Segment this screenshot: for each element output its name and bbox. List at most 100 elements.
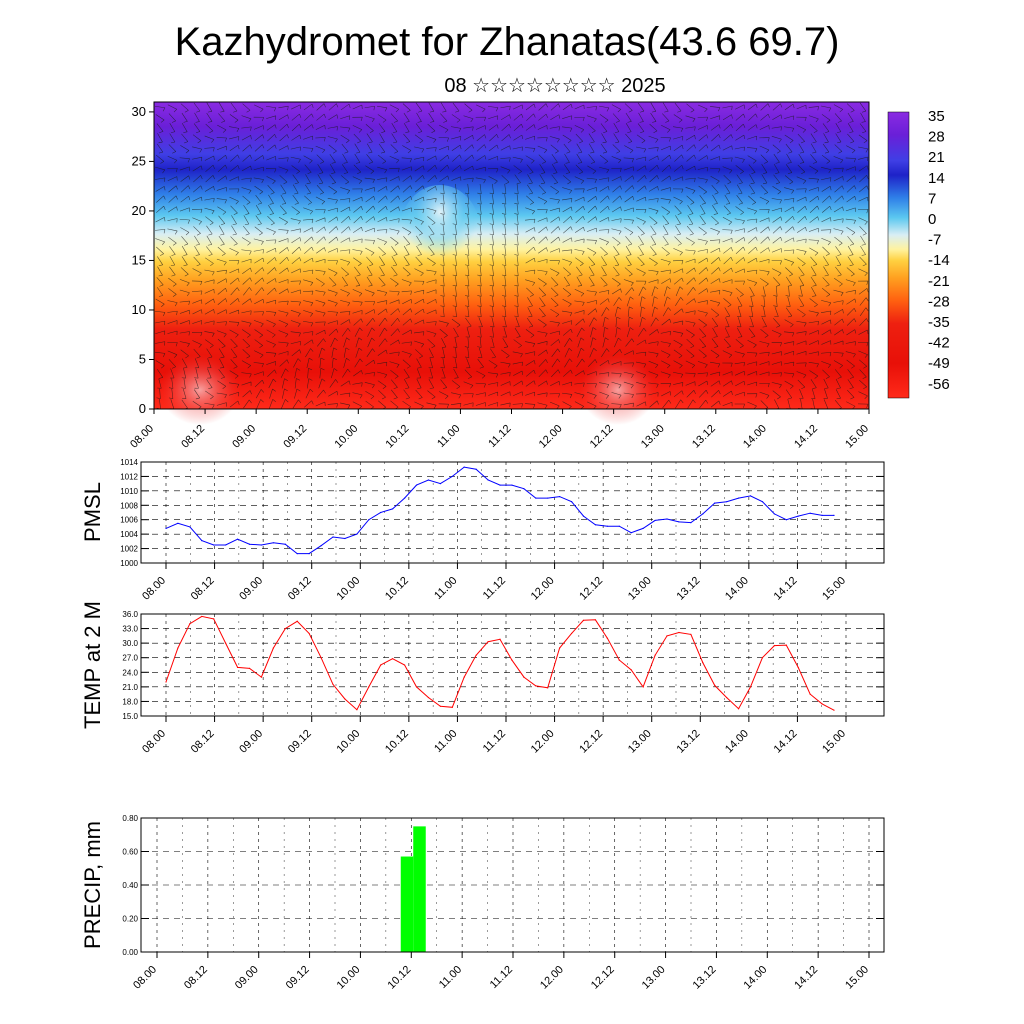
wind-barb-flag — [274, 353, 277, 358]
wind-barb-flag — [221, 120, 226, 123]
wind-barb — [455, 276, 457, 287]
wind-barb-flag — [171, 120, 176, 123]
x-tick-label: 10.00 — [335, 964, 363, 992]
wind-barb-flag — [270, 222, 275, 226]
wind-barb — [492, 204, 494, 215]
wind-barb-flag — [471, 144, 474, 149]
wind-barb — [810, 256, 818, 265]
wind-barb-flag — [260, 323, 264, 328]
wind-barb-flag — [373, 196, 376, 201]
wind-barb-flag — [731, 267, 733, 272]
wind-barb-flag — [335, 379, 339, 383]
wind-barb — [748, 236, 756, 244]
x-tick-label: 08.12 — [182, 964, 210, 992]
wind-barb — [254, 104, 264, 110]
wind-barb — [479, 204, 482, 215]
wind-barb-flag — [750, 192, 755, 195]
wind-barb-flag — [371, 118, 375, 123]
wind-barb — [504, 265, 507, 276]
wind-barb — [858, 134, 868, 141]
x-tick-label: 10.12 — [385, 964, 413, 992]
wind-barb-flag — [680, 128, 684, 132]
wind-barb-flag — [630, 282, 634, 287]
data-point — [201, 615, 203, 618]
wind-barb-flag — [221, 345, 226, 349]
wind-barb — [699, 204, 706, 214]
wind-barb — [662, 235, 669, 245]
wind-barb-flag — [248, 323, 252, 327]
wind-barb — [180, 103, 189, 111]
wind-barb — [504, 245, 507, 256]
wind-barb — [253, 249, 264, 252]
wind-barb-flag — [282, 212, 287, 215]
wind-barb — [216, 145, 227, 151]
wind-barb-flag — [471, 154, 474, 159]
wind-barb — [291, 123, 300, 132]
wind-barb-flag — [581, 358, 585, 363]
data-point — [666, 635, 668, 637]
wind-barb — [204, 331, 215, 334]
wind-barb-flag — [719, 278, 721, 283]
wind-barb-flag — [727, 181, 732, 185]
wind-barb — [391, 266, 398, 276]
wind-barb-flag — [865, 297, 869, 302]
wind-barb-flag — [514, 315, 519, 318]
wind-barb — [365, 196, 374, 203]
wind-barb — [253, 125, 264, 130]
wind-barb — [315, 145, 326, 151]
x-tick-label: 08.00 — [131, 964, 159, 992]
wind-barb-flag — [483, 179, 486, 184]
wind-barb — [710, 124, 720, 131]
wind-barb — [205, 339, 214, 346]
wind-barb — [155, 341, 165, 344]
wind-barb — [785, 164, 793, 173]
wind-barb — [662, 215, 669, 224]
wind-barb — [846, 298, 856, 305]
wind-barb-flag — [854, 175, 857, 180]
wind-barb-flag — [776, 284, 781, 287]
wind-barb — [820, 229, 832, 231]
wind-barb-flag — [705, 399, 709, 404]
wind-barb-flag — [608, 177, 610, 182]
data-point — [177, 522, 179, 524]
wind-barb — [290, 289, 301, 294]
wind-barb-flag — [311, 339, 314, 344]
colorbar-label: -56 — [928, 376, 950, 393]
wind-barb-flag — [631, 220, 634, 224]
wind-barb-flag — [569, 358, 573, 363]
wind-barb — [771, 351, 782, 355]
wind-barb-flag — [299, 280, 301, 285]
wind-barb — [562, 126, 572, 129]
wind-barb-flag — [718, 144, 721, 149]
wind-barb — [340, 187, 350, 191]
wind-barb-flag — [816, 312, 819, 317]
wind-barb-flag — [410, 185, 413, 190]
wind-barb-flag — [719, 290, 721, 295]
wind-barb — [697, 177, 708, 180]
data-point — [511, 659, 513, 661]
wind-barb — [612, 113, 620, 122]
wind-barb-flag — [787, 162, 792, 164]
wind-barb-flag — [501, 244, 506, 246]
wind-barb — [650, 246, 657, 255]
wind-barb-flag — [531, 160, 535, 164]
wind-barb-flag — [233, 243, 238, 246]
wind-barb-flag — [318, 182, 323, 185]
wind-barb-flag — [632, 175, 635, 180]
wind-barb-flag — [335, 138, 338, 143]
wind-barb — [303, 331, 313, 334]
data-point — [714, 502, 716, 504]
wind-barb — [441, 368, 446, 379]
wind-barb — [674, 205, 682, 214]
wind-barb — [290, 300, 301, 303]
wind-barb — [576, 266, 583, 276]
wind-barb-flag — [248, 118, 252, 123]
wind-barb — [169, 133, 176, 143]
wind-barb-flag — [553, 182, 558, 185]
wind-barb-flag — [754, 210, 757, 215]
wind-barb — [155, 298, 165, 305]
wind-barb-flag — [861, 110, 866, 113]
wind-barb-flag — [657, 155, 659, 160]
wind-barb-flag — [162, 169, 166, 174]
wind-barb-flag — [212, 165, 215, 170]
